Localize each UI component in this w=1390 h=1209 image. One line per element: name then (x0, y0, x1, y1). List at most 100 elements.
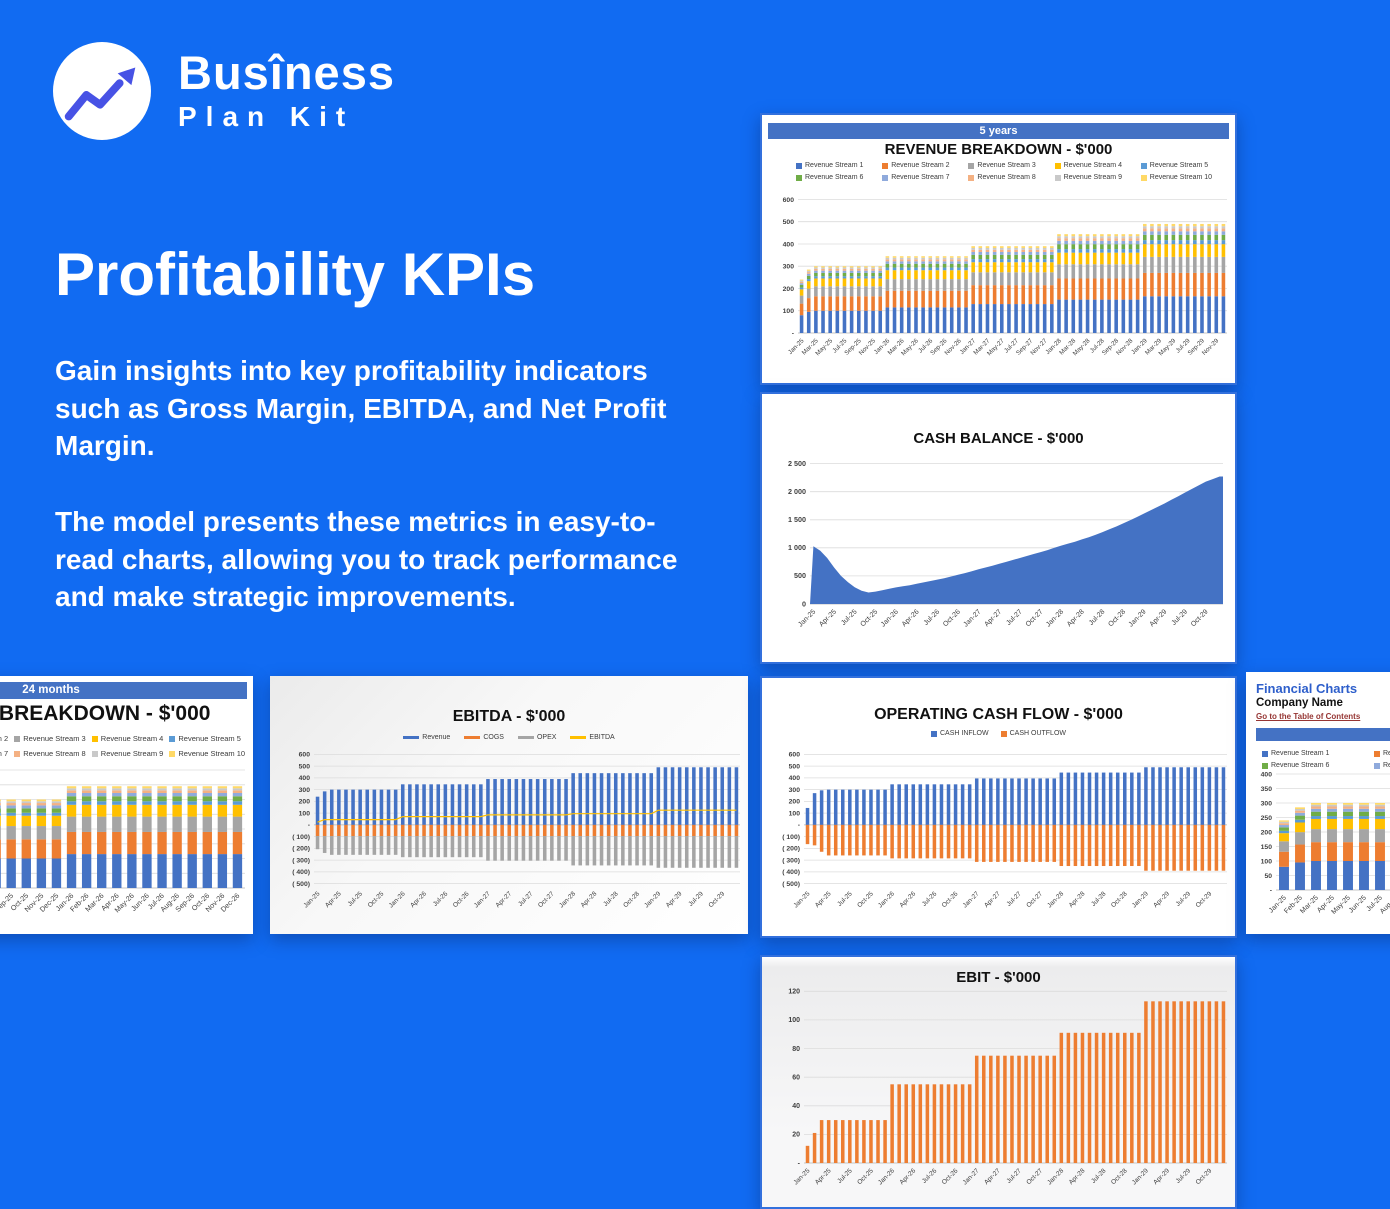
svg-text:Jan-28: Jan-28 (1045, 608, 1065, 628)
svg-text:Oct-29: Oct-29 (1190, 608, 1210, 628)
svg-text:2 000: 2 000 (788, 487, 806, 496)
legend-label: Revenue Stream 6 (1271, 762, 1329, 769)
legend-label: Revenue Stream 7 (1383, 762, 1390, 769)
svg-text:300: 300 (789, 787, 801, 794)
legend-item: Revenue Stream 6 (1262, 762, 1374, 769)
svg-text:-: - (792, 330, 794, 337)
revenue-breakdown-5y-chart: 600500400300200100-Jan-25Mar-25May-25Jul… (762, 185, 1235, 383)
svg-text:Oct-26: Oct-26 (941, 890, 960, 909)
brand-line2: Plan Kit (178, 101, 395, 133)
svg-text:Jul-27: Jul-27 (517, 890, 535, 908)
legend-label: Revenue Stream 3 (977, 162, 1035, 169)
legend-swatch (169, 751, 175, 757)
svg-text:Jul-26: Jul-26 (921, 1167, 939, 1185)
legend-financial-sheet: Revenue Stream 1 Revenue Stream 2 Revenue … (1262, 750, 1390, 769)
legend-swatch (464, 736, 480, 739)
svg-text:1 000: 1 000 (788, 543, 806, 552)
legend-swatch (1374, 763, 1380, 769)
svg-text:Jul-26: Jul-26 (923, 608, 942, 627)
svg-text:Jul-29: Jul-29 (687, 890, 705, 908)
svg-text:400: 400 (299, 775, 311, 782)
svg-text:Jan-28: Jan-28 (558, 890, 577, 909)
legend-swatch (1262, 751, 1268, 757)
legend-item: CASH OUTFLOW (1001, 730, 1066, 737)
svg-text:120: 120 (788, 989, 800, 996)
svg-text:Oct-28: Oct-28 (1110, 1167, 1129, 1186)
legend-swatch (796, 175, 802, 181)
svg-text:600: 600 (789, 752, 801, 759)
legend-label: Revenue Stream 9 (101, 749, 164, 758)
legend-swatch (1055, 175, 1061, 181)
legend-label: Revenue Stream 4 (1064, 162, 1122, 169)
legend-swatch (92, 751, 98, 757)
legend-label: Revenue Stream 10 (1150, 174, 1212, 181)
svg-text:Jan-25: Jan-25 (302, 890, 321, 909)
svg-text:400: 400 (783, 241, 795, 248)
svg-text:Jan-29: Jan-29 (1131, 1167, 1150, 1186)
svg-text:Apr-25: Apr-25 (818, 608, 838, 628)
legend-item: Revenue Stream 7 (882, 174, 968, 181)
svg-text:( 500): ( 500) (292, 881, 310, 888)
legend-swatch (968, 163, 974, 169)
svg-text:Jul-29: Jul-29 (1175, 890, 1193, 908)
brand-line1: Busîness (178, 48, 395, 98)
legend-item: EBITDA (570, 734, 614, 741)
legend-item: COGS (464, 734, 504, 741)
svg-text:( 400): ( 400) (292, 869, 310, 876)
svg-text:Jul-25: Jul-25 (836, 1167, 854, 1185)
svg-text:Apr-28: Apr-28 (1066, 608, 1086, 628)
legend-label: Revenue Stream 4 (101, 734, 164, 743)
svg-text:Apr-25: Apr-25 (814, 1167, 833, 1186)
svg-text:( 400): ( 400) (782, 869, 800, 876)
legend-item: Revenue Stream 2 (1374, 750, 1390, 757)
legend-label: Revenue Stream 8 (977, 174, 1035, 181)
svg-text:Jul-26: Jul-26 (432, 890, 450, 908)
legend-label: EBITDA (589, 734, 614, 741)
svg-text:Jan-25: Jan-25 (792, 890, 811, 909)
legend-item: Revenue Stream 5 (1141, 162, 1227, 169)
company-name: Company Name (1256, 697, 1343, 709)
svg-text:Oct-29: Oct-29 (1195, 890, 1214, 909)
svg-text:-: - (798, 1160, 801, 1167)
svg-text:200: 200 (1261, 829, 1273, 836)
legend-label: Revenue Stream 1 (1271, 750, 1329, 757)
svg-text:Oct-25: Oct-25 (860, 608, 880, 628)
svg-text:Oct-29: Oct-29 (1195, 1167, 1214, 1186)
legend-item: Revenue Stream 5 (169, 734, 247, 743)
svg-text:( 200): ( 200) (292, 846, 310, 853)
chart-title-cash-balance: CASH BALANCE - $'000 (762, 430, 1235, 447)
svg-text:Jan-27: Jan-27 (962, 890, 981, 909)
legend-label: Revenue Stream 6 (805, 174, 863, 181)
legend-item: Revenue Stream 4 (92, 734, 170, 743)
svg-text:( 300): ( 300) (292, 857, 310, 864)
table-of-contents-link[interactable]: Go to the Table of Contents (1256, 712, 1360, 721)
svg-text:200: 200 (299, 799, 311, 806)
svg-text:Oct-26: Oct-26 (941, 1167, 960, 1186)
svg-text:Jan-26: Jan-26 (877, 1167, 896, 1186)
legend-swatch (1141, 163, 1147, 169)
svg-text:40: 40 (792, 1103, 800, 1110)
svg-text:500: 500 (794, 571, 806, 580)
legend-label: Revenue Stream 7 (0, 749, 8, 758)
svg-text:Jul-28: Jul-28 (1088, 608, 1107, 627)
financial-sheet-chart: 40035030025020015010050-Jan-25Feb-25Mar-… (1246, 770, 1390, 934)
svg-text:500: 500 (789, 763, 801, 770)
legend-swatch (403, 736, 419, 739)
panel-revenue-breakdown-5y: 5 years REVENUE BREAKDOWN - $'000 Revenu… (760, 113, 1237, 385)
legend-label: Revenue Stream 5 (178, 734, 241, 743)
legend-swatch (1141, 175, 1147, 181)
legend-item: Revenue (403, 734, 450, 741)
legend-label: Revenue (422, 734, 450, 741)
svg-text:Oct-27: Oct-27 (537, 890, 556, 909)
svg-text:1 500: 1 500 (788, 515, 806, 524)
svg-text:Apr-27: Apr-27 (494, 890, 513, 909)
svg-text:80: 80 (792, 1046, 800, 1053)
svg-text:Jan-27: Jan-27 (473, 890, 492, 909)
